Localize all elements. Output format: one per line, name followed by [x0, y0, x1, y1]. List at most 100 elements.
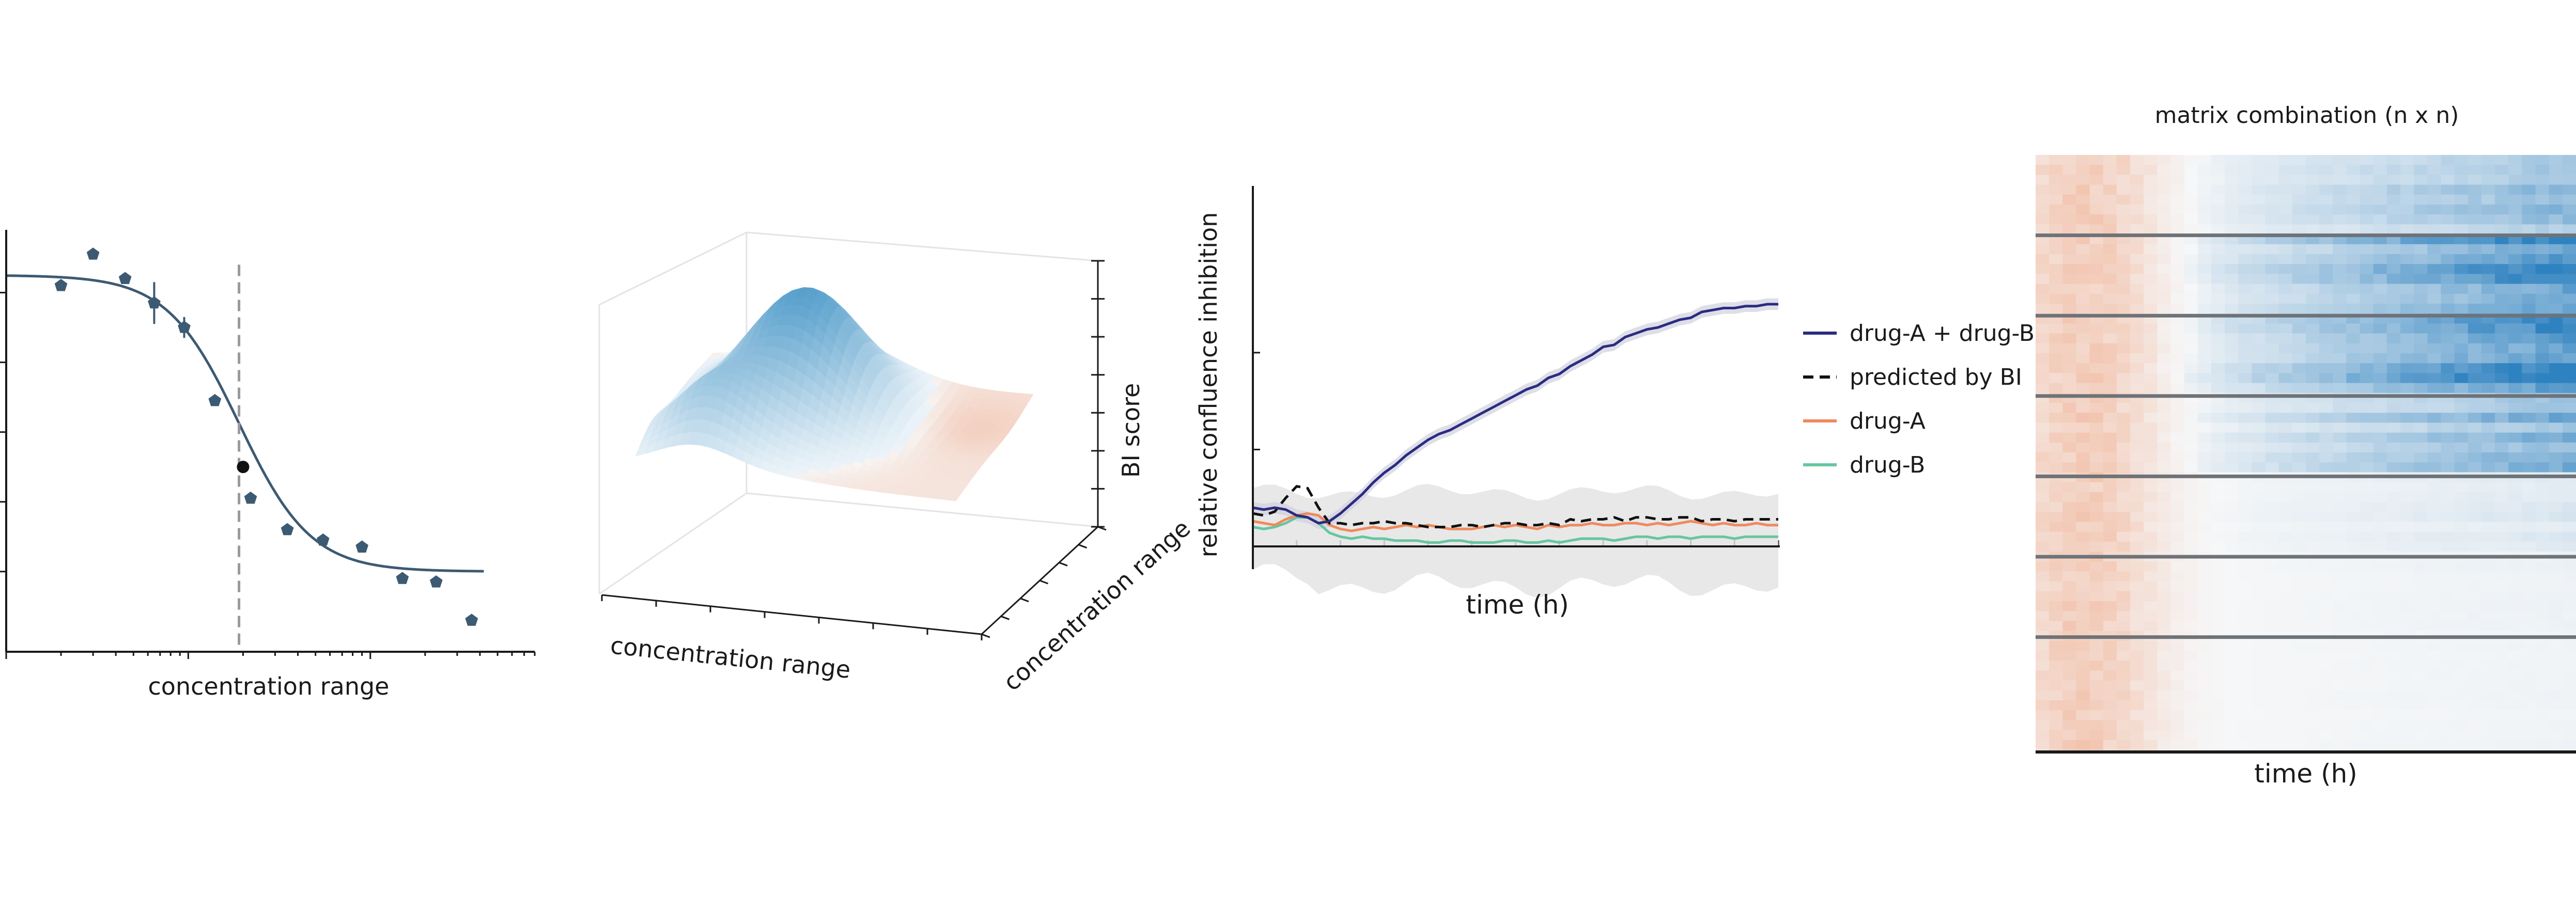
heatmap-cell — [2508, 165, 2522, 175]
heatmap-cell — [2386, 651, 2401, 661]
heatmap-cell — [2319, 293, 2333, 304]
heatmap-cell — [2360, 274, 2374, 285]
heatmap-cell — [2441, 651, 2455, 661]
heatmap-cell — [2562, 581, 2576, 592]
heatmap-cell — [2441, 512, 2455, 522]
heatmap-cell — [2333, 175, 2347, 185]
heatmap-cell — [2211, 581, 2225, 592]
heatmap-cell — [2333, 184, 2347, 195]
heatmap-cell — [2522, 621, 2536, 632]
heatmap-cell — [2414, 531, 2428, 542]
heatmap-cell — [2400, 442, 2414, 453]
heatmap-cell — [2197, 661, 2212, 671]
heatmap-cell — [2319, 304, 2333, 314]
heatmap-cell — [2481, 462, 2495, 473]
heatmap-cell — [2522, 561, 2536, 572]
heatmap-cell — [2360, 413, 2374, 423]
heatmap-cell — [2522, 531, 2536, 542]
heatmap-cell — [2116, 482, 2131, 493]
heatmap-cell — [2076, 343, 2090, 354]
heatmap-cell — [2441, 581, 2455, 592]
heatmap-cell — [2319, 651, 2333, 661]
heatmap-cell — [2197, 333, 2212, 344]
heatmap-cell — [2468, 670, 2482, 681]
heatmap-cell — [2535, 661, 2550, 671]
heatmap-cell — [2170, 284, 2185, 294]
heatmap-cell — [2036, 194, 2050, 205]
heatmap-cell — [2306, 740, 2320, 750]
heatmap-cell — [2130, 214, 2144, 225]
heatmap-cell — [2454, 184, 2469, 195]
heatmap-cell — [2535, 720, 2550, 731]
heatmap-cell — [2278, 502, 2293, 512]
heatmap-cell — [2130, 284, 2144, 294]
heatmap-cell — [2184, 541, 2198, 552]
heatmap-cell — [2184, 194, 2198, 205]
heatmap-cell — [2278, 244, 2293, 255]
heatmap-cell — [2076, 621, 2090, 632]
heatmap-cell — [2292, 194, 2306, 205]
heatmap-separators — [2036, 233, 2576, 639]
heatmap-cell — [2157, 482, 2171, 493]
heatmap-cell — [2089, 621, 2104, 632]
heatmap-cell — [2441, 591, 2455, 602]
heatmap-cell — [2562, 323, 2576, 334]
heatmap-cell — [2562, 690, 2576, 701]
heatmap-cell — [2400, 710, 2414, 720]
heatmap-cell — [2076, 512, 2090, 522]
heatmap-cell — [2373, 214, 2387, 225]
heatmap-cell — [2427, 661, 2442, 671]
heatmap-cell — [2535, 502, 2550, 512]
heatmap-cell — [2414, 581, 2428, 592]
heatmap-cell — [2454, 670, 2469, 681]
heatmap-cell — [2427, 591, 2442, 602]
heatmap-cell — [2049, 700, 2063, 711]
heatmap-cell — [2414, 661, 2428, 671]
heatmap-cell — [2157, 700, 2171, 711]
heatmap-cell — [2184, 254, 2198, 264]
heatmap-cell — [2562, 363, 2576, 373]
heatmap-cell — [2103, 502, 2117, 512]
heatmap-cell — [2076, 611, 2090, 621]
heatmap-cell — [2508, 422, 2522, 433]
heatmap-cell — [2265, 373, 2279, 384]
heatmap-cell — [2062, 304, 2077, 314]
heatmap-cell — [2306, 383, 2320, 394]
heatmap-cell — [2089, 184, 2104, 195]
heatmap-cell — [2400, 343, 2414, 354]
heatmap-cell — [2522, 670, 2536, 681]
heatmap-cell — [2089, 194, 2104, 205]
heatmap-cell — [2441, 700, 2455, 711]
heatmap-cell — [2211, 323, 2225, 334]
heatmap-cell — [2076, 531, 2090, 542]
heatmap-cell — [2535, 522, 2550, 532]
heatmap-cell — [2522, 214, 2536, 225]
heatmap-cell — [2535, 621, 2550, 632]
heatmap-cell — [2386, 373, 2401, 384]
heatmap-cell — [2211, 422, 2225, 433]
heatmap-cell — [2386, 383, 2401, 394]
heatmap-cell — [2386, 482, 2401, 493]
heatmap-cell — [2130, 482, 2144, 493]
heatmap-cell — [2373, 680, 2387, 691]
heatmap-cell — [2319, 531, 2333, 542]
heatmap-cell — [2522, 184, 2536, 195]
heatmap-cell — [2036, 621, 2050, 632]
heatmap-cell — [2346, 670, 2361, 681]
heatmap-cell — [2386, 244, 2401, 255]
heatmap-cell — [2414, 561, 2428, 572]
heatmap-cell — [2170, 621, 2185, 632]
heatmap-cell — [2062, 651, 2077, 661]
dose-response-ticks — [0, 292, 536, 659]
heatmap-cell — [2144, 680, 2158, 691]
heatmap-cell — [2089, 690, 2104, 701]
heatmap-cell — [2252, 205, 2266, 215]
heatmap-cell — [2535, 244, 2550, 255]
heatmap-cell — [2319, 690, 2333, 701]
heatmap-cell — [2157, 184, 2171, 195]
heatmap-cell — [2549, 700, 2563, 711]
heatmap-cell — [2441, 502, 2455, 512]
heatmap-cell — [2549, 293, 2563, 304]
heatmap-cell — [2562, 640, 2576, 651]
